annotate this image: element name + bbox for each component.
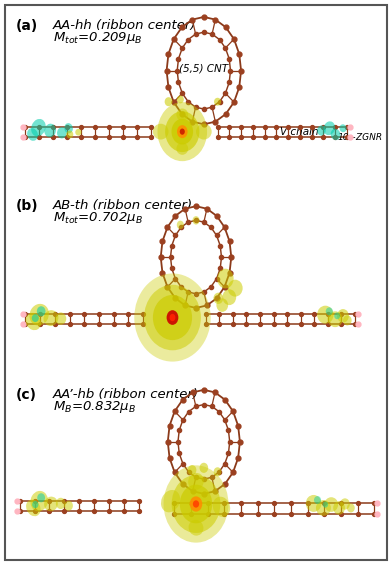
Ellipse shape: [66, 131, 73, 138]
Ellipse shape: [324, 497, 338, 512]
Ellipse shape: [29, 304, 49, 325]
FancyBboxPatch shape: [5, 5, 387, 560]
Text: $M_{tot}$=0.209$\mu_B$: $M_{tot}$=0.209$\mu_B$: [53, 30, 143, 46]
Text: (a): (a): [16, 19, 38, 33]
Ellipse shape: [44, 497, 58, 511]
Ellipse shape: [44, 124, 56, 137]
Ellipse shape: [27, 128, 38, 141]
Ellipse shape: [64, 123, 73, 133]
Ellipse shape: [37, 306, 45, 316]
Ellipse shape: [177, 125, 187, 138]
Ellipse shape: [316, 500, 331, 516]
Ellipse shape: [343, 315, 352, 325]
Ellipse shape: [144, 285, 201, 350]
Ellipse shape: [188, 473, 204, 490]
Text: AA’-hb (ribbon center): AA’-hb (ribbon center): [53, 388, 199, 401]
Ellipse shape: [134, 273, 211, 362]
Ellipse shape: [177, 220, 184, 229]
Text: AB-th (ribbon center): AB-th (ribbon center): [53, 199, 193, 212]
Ellipse shape: [323, 121, 335, 135]
Text: 10−ZGNR: 10−ZGNR: [337, 133, 382, 142]
Ellipse shape: [176, 142, 188, 155]
Ellipse shape: [323, 502, 328, 507]
Ellipse shape: [196, 124, 212, 140]
Text: (c): (c): [16, 388, 37, 402]
Ellipse shape: [213, 293, 223, 304]
Ellipse shape: [188, 465, 196, 475]
Ellipse shape: [176, 108, 188, 121]
Ellipse shape: [331, 129, 340, 140]
Ellipse shape: [217, 269, 234, 288]
Ellipse shape: [167, 310, 178, 325]
Ellipse shape: [153, 295, 192, 340]
Ellipse shape: [317, 125, 326, 136]
Ellipse shape: [26, 499, 40, 516]
Ellipse shape: [306, 495, 321, 512]
Ellipse shape: [214, 467, 221, 476]
Ellipse shape: [165, 111, 200, 152]
Ellipse shape: [180, 485, 212, 523]
Ellipse shape: [222, 289, 236, 305]
Ellipse shape: [334, 312, 340, 319]
Ellipse shape: [172, 475, 220, 533]
Ellipse shape: [214, 98, 221, 106]
Ellipse shape: [347, 503, 355, 512]
Ellipse shape: [328, 311, 343, 327]
Ellipse shape: [333, 501, 345, 515]
Ellipse shape: [171, 119, 193, 145]
Ellipse shape: [326, 307, 333, 315]
Text: (5,5) CNT: (5,5) CNT: [179, 64, 229, 74]
Ellipse shape: [25, 313, 41, 330]
Ellipse shape: [44, 310, 58, 326]
Ellipse shape: [216, 298, 228, 312]
Text: V chain: V chain: [280, 127, 319, 137]
Ellipse shape: [190, 497, 202, 512]
Ellipse shape: [317, 306, 334, 324]
Ellipse shape: [158, 102, 207, 161]
Text: $M_{tot}$=0.702$\mu_B$: $M_{tot}$=0.702$\mu_B$: [53, 210, 143, 226]
Ellipse shape: [189, 520, 203, 536]
Ellipse shape: [192, 216, 200, 225]
Ellipse shape: [165, 97, 172, 106]
Ellipse shape: [180, 128, 185, 135]
Ellipse shape: [64, 501, 73, 511]
Ellipse shape: [213, 497, 230, 517]
Ellipse shape: [163, 466, 229, 542]
Text: AA-hh (ribbon center): AA-hh (ribbon center): [53, 19, 196, 32]
Text: (b): (b): [16, 199, 38, 213]
Ellipse shape: [340, 498, 350, 510]
Ellipse shape: [161, 490, 180, 512]
Ellipse shape: [169, 314, 175, 321]
Ellipse shape: [32, 314, 39, 322]
Ellipse shape: [75, 129, 82, 136]
Text: $M_B$=0.832$\mu_B$: $M_B$=0.832$\mu_B$: [53, 399, 136, 415]
Ellipse shape: [339, 124, 347, 132]
Ellipse shape: [57, 127, 67, 138]
Ellipse shape: [31, 491, 48, 511]
Ellipse shape: [337, 309, 349, 323]
Ellipse shape: [56, 498, 65, 509]
Ellipse shape: [31, 119, 46, 137]
Ellipse shape: [177, 95, 184, 103]
Ellipse shape: [153, 124, 169, 140]
Ellipse shape: [200, 463, 208, 473]
Ellipse shape: [32, 501, 38, 509]
Ellipse shape: [228, 280, 243, 297]
Ellipse shape: [55, 312, 66, 325]
Ellipse shape: [314, 496, 321, 504]
Ellipse shape: [37, 493, 45, 502]
Ellipse shape: [193, 501, 199, 507]
